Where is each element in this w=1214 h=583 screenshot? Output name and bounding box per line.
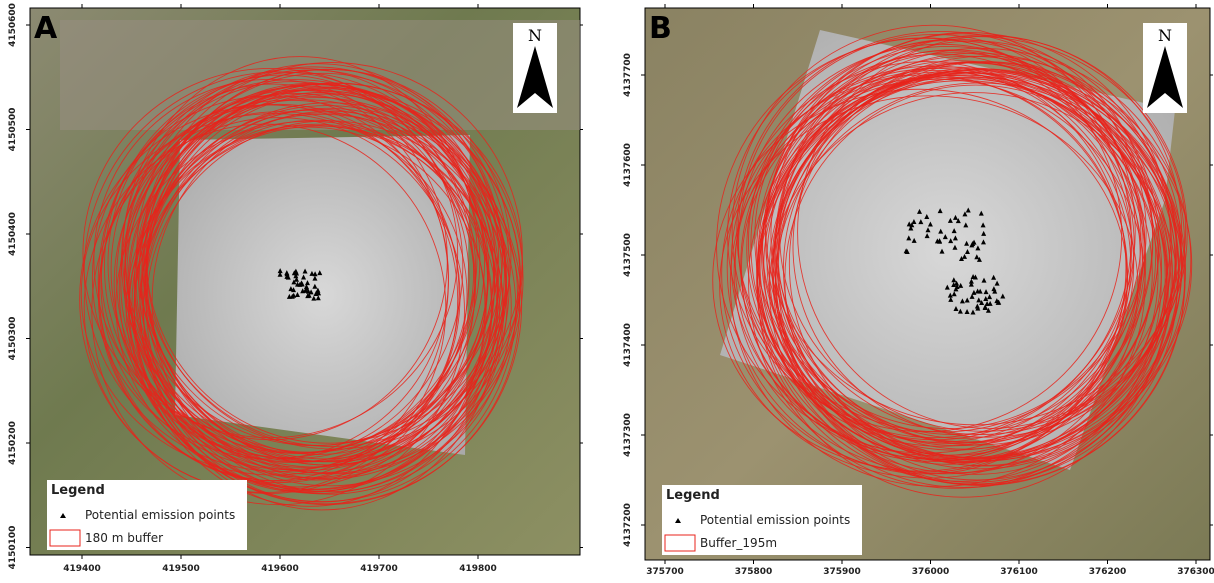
x-tick-label: 419800 — [459, 564, 497, 574]
x-tick-label: 375800 — [735, 567, 773, 577]
y-tick-label: 4150500 — [8, 108, 18, 152]
y-tick-label: 4137600 — [623, 143, 633, 187]
panel-label: A — [34, 11, 58, 46]
y-tick-label: 4137400 — [623, 323, 633, 367]
legend-item: Buffer_195m — [700, 536, 777, 550]
y-tick-label: 4137200 — [623, 503, 633, 547]
x-tick-label: 419400 — [63, 564, 101, 574]
y-tick-label: 4137700 — [623, 53, 633, 97]
y-tick-label: 4137500 — [623, 233, 633, 277]
x-tick-label: 419600 — [261, 564, 299, 574]
x-tick-label: 419500 — [162, 564, 200, 574]
y-tick-label: 4150200 — [8, 421, 18, 465]
legend-title: Legend — [666, 488, 720, 503]
x-tick-label: 376100 — [1000, 567, 1038, 577]
legend-title: Legend — [51, 483, 105, 498]
y-tick-label: 4137300 — [623, 413, 633, 457]
panel-b: B N Legend Potential emission points Buffer_… — [623, 4, 1214, 577]
x-tick-label: 375700 — [646, 567, 684, 577]
y-tick-label: 4150400 — [8, 212, 18, 256]
north-label: N — [528, 26, 542, 45]
y-tick-label: 4150300 — [8, 317, 18, 361]
x-tick-label: 376000 — [912, 567, 950, 577]
panel-label: B — [649, 11, 672, 46]
legend-item: Potential emission points — [85, 508, 235, 522]
figure: A N Legend Potential emission points 180 m b… — [0, 0, 1214, 579]
y-tick-label: 4150100 — [8, 526, 18, 570]
x-tick-label: 376200 — [1089, 567, 1127, 577]
x-tick-label: 375900 — [823, 567, 861, 577]
x-tick-label: 376300 — [1177, 567, 1214, 577]
legend-item: Potential emission points — [700, 513, 850, 527]
north-label: N — [1158, 26, 1172, 45]
panel-a: A N Legend Potential emission points 180 m b… — [8, 3, 583, 574]
x-tick-label: 419700 — [360, 564, 398, 574]
legend-item: 180 m buffer — [85, 531, 163, 545]
y-tick-label: 4150600 — [8, 3, 18, 47]
